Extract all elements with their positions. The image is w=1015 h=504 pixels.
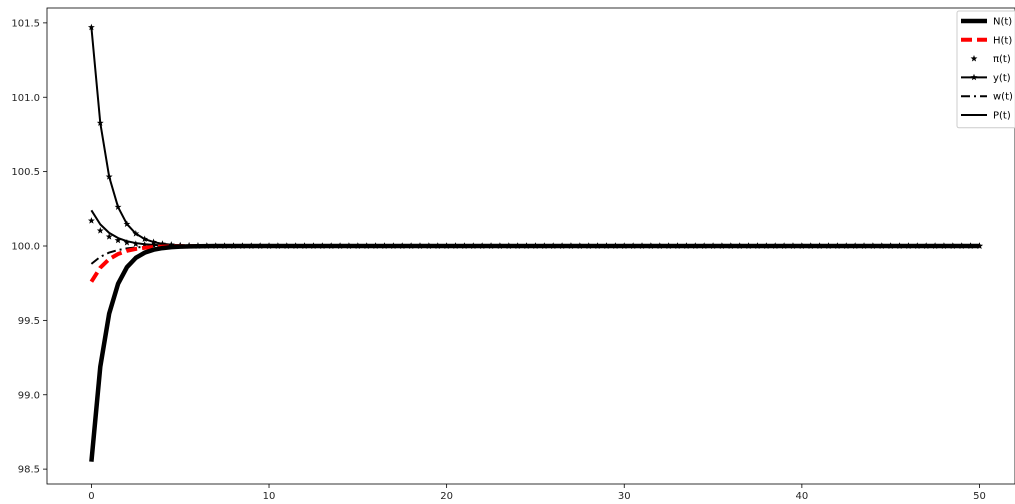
series-3-point-3 xyxy=(114,203,122,210)
y-tick-label-6: 101.5 xyxy=(11,18,40,29)
series-layer xyxy=(87,23,983,462)
series-3-point-4 xyxy=(123,220,131,227)
legend-entry-4: w(t) xyxy=(961,92,1013,103)
legend-entry-2: π(t) xyxy=(970,54,1011,65)
series-2-point-1 xyxy=(96,227,104,234)
legend-label-2: π(t) xyxy=(993,54,1011,65)
legend-marker-3 xyxy=(970,73,978,81)
legend-marker-2 xyxy=(970,55,978,62)
legend-label-5: P(t) xyxy=(993,111,1011,122)
legend-entry-3: y(t) xyxy=(961,73,1011,84)
series-3-point-7 xyxy=(150,238,157,246)
series-3-point-2 xyxy=(105,173,113,180)
legend: N(t) H(t) π(t) y(t) w(t) P(t) xyxy=(956,10,1015,129)
series-3-point-6 xyxy=(141,235,149,242)
legend-label-0: N(t) xyxy=(993,17,1012,28)
y-tick-label-2: 99.5 xyxy=(18,316,40,327)
y-tick-label-5: 101.0 xyxy=(11,93,40,104)
series-2-point-2 xyxy=(105,233,113,240)
x-tick-label-2: 20 xyxy=(440,491,453,502)
x-tick-label-1: 10 xyxy=(263,491,276,502)
y-tick-label-0: 98.5 xyxy=(18,465,40,476)
series-0 xyxy=(89,243,980,462)
x-tick-label-0: 0 xyxy=(88,491,94,502)
series-2-point-4 xyxy=(123,238,131,246)
legend-entry-1: H(t) xyxy=(961,35,1012,46)
legend-label-4: w(t) xyxy=(993,92,1013,103)
series-3-point-9 xyxy=(167,241,175,248)
series-0-line xyxy=(89,243,980,462)
series-2-point-3 xyxy=(114,236,122,244)
axes-layer: 0 10 20 30 40 50 98.5 99.0 99.5 100.0 100.5 101.0 10… xyxy=(11,7,1015,502)
y-tick-label-3: 100.0 xyxy=(11,242,40,253)
x-tick-label-5: 50 xyxy=(973,491,986,502)
series-3-point-0 xyxy=(87,23,95,31)
legend-label-1: H(t) xyxy=(993,35,1012,46)
series-3-point-8 xyxy=(159,240,166,247)
series-2-point-0 xyxy=(87,217,95,224)
series-3-point-5 xyxy=(132,230,140,237)
series-3-point-1 xyxy=(96,119,104,126)
x-tick-label-3: 30 xyxy=(618,491,631,502)
legend-entry-0: N(t) xyxy=(961,17,1012,28)
y-tick-label-1: 99.0 xyxy=(18,390,40,401)
x-tick-label-4: 40 xyxy=(795,491,808,502)
y-tick-label-4: 100.5 xyxy=(11,167,40,178)
legend-entry-5: P(t) xyxy=(961,111,1011,122)
legend-label-3: y(t) xyxy=(993,73,1011,84)
